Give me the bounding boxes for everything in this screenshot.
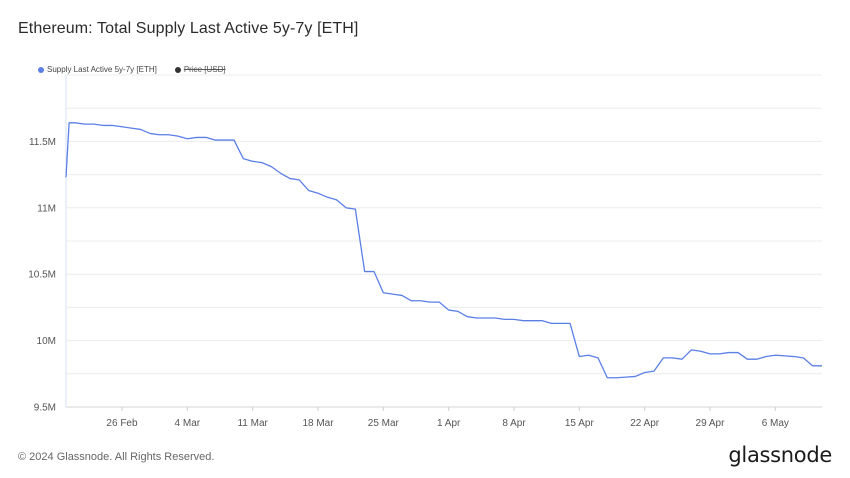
x-tick-label: 29 Apr: [696, 418, 726, 429]
x-tick-label: 11 Mar: [237, 418, 268, 429]
series-layer: [65, 122, 822, 379]
x-tick-label: 15 Apr: [565, 418, 595, 429]
legend-dot-icon: [38, 66, 44, 73]
legend-label-supply: Supply Last Active 5y-7y [ETH]: [47, 65, 157, 74]
x-tick-label: 1 Apr: [437, 418, 461, 429]
y-tick-label: 10M: [37, 336, 56, 347]
legend-dot-icon: [174, 66, 181, 73]
x-tick-label: 6 May: [762, 418, 789, 429]
x-tick-label: 25 Mar: [368, 418, 400, 429]
x-tick-label: 4 Mar: [175, 418, 201, 429]
copyright-text: © 2024 Glassnode. All Rights Reserved.: [18, 451, 215, 463]
y-tick-label: 9.5M: [34, 403, 56, 414]
chart-legend: Supply Last Active 5y-7y [ETH] Price [US…: [38, 65, 244, 74]
x-tick-label: 8 Apr: [502, 418, 526, 429]
x-axis-ticks: 26 Feb 4 Mar 11 Mar 18 Mar 25 Mar 1 Apr 8 Apr 1…: [106, 407, 789, 429]
y-tick-label: 10.5M: [28, 270, 56, 281]
y-tick-label: 11M: [37, 203, 56, 214]
legend-label-price: Price [USD]: [183, 65, 226, 74]
legend-item-supply[interactable]: Supply Last Active 5y-7y [ETH]: [38, 65, 157, 74]
y-axis-ticks: 9.5M 10M 10.5M 11M 11.5M: [28, 137, 56, 414]
glassnode-logo[interactable]: glassnode: [728, 443, 832, 467]
gridlines: [66, 74, 822, 408]
y-tick-label: 11.5M: [29, 137, 56, 148]
series-line[interactable]: [65, 122, 822, 379]
x-tick-label: 26 Feb: [106, 418, 138, 429]
axes: [65, 75, 822, 408]
x-tick-label: 22 Apr: [630, 418, 660, 429]
legend-item-price[interactable]: Price [USD]: [174, 65, 226, 74]
x-tick-label: 18 Mar: [302, 418, 334, 429]
chart-title: Ethereum: Total Supply Last Active 5y-7y…: [18, 20, 359, 37]
